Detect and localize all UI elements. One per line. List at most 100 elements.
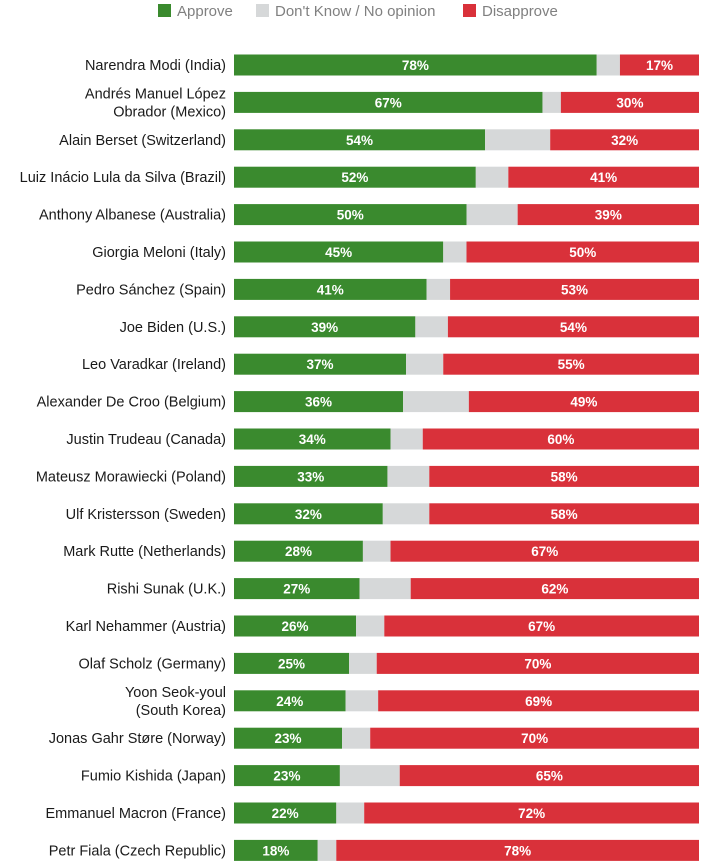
bar-segment-disapprove [443, 353, 699, 375]
data-label-disapprove: 67% [528, 619, 555, 634]
bar-segment-disapprove [364, 802, 699, 824]
data-label-disapprove: 39% [595, 208, 622, 223]
bar-segment-approve [234, 839, 318, 861]
bar-segment-disapprove [399, 765, 699, 787]
bar-segment-approve [234, 802, 337, 824]
bar-segment-don-t-know-no-opinion [342, 727, 371, 749]
data-label-disapprove: 32% [611, 133, 638, 148]
data-label-approve: 37% [307, 357, 334, 372]
data-label-disapprove: 55% [558, 357, 585, 372]
category-label: Olaf Scholz (Germany) [79, 656, 226, 672]
legend-swatch-don-t-know-no-opinion [256, 4, 269, 17]
data-label-disapprove: 72% [518, 806, 545, 821]
category-label: Emmanuel Macron (France) [46, 806, 227, 822]
category-label: Pedro Sánchez (Spain) [76, 282, 226, 298]
bar-segment-don-t-know-no-opinion [349, 652, 377, 674]
data-label-approve: 50% [337, 208, 364, 223]
bar-segment-approve [234, 652, 350, 674]
data-label-disapprove: 49% [570, 395, 597, 410]
data-label-approve: 33% [297, 469, 324, 484]
legend-swatch-approve [158, 4, 171, 17]
bar-segment-disapprove [468, 391, 699, 413]
bar-segment-approve [234, 129, 486, 151]
bar-segment-approve [234, 578, 360, 600]
bar-segment-disapprove [378, 690, 699, 712]
bar-segment-disapprove [466, 241, 699, 263]
data-label-disapprove: 70% [524, 656, 551, 671]
bar-segment-don-t-know-no-opinion [403, 391, 469, 413]
bar-segment-disapprove [560, 91, 699, 113]
category-label: Anthony Albanese (Australia) [39, 208, 226, 224]
bar-segment-don-t-know-no-opinion [345, 690, 379, 712]
category-label: Mark Rutte (Netherlands) [63, 544, 226, 560]
bar-segment-disapprove [517, 204, 699, 226]
category-label: Narendra Modi (India) [85, 58, 226, 74]
category-label: Fumio Kishida (Japan) [81, 769, 226, 785]
data-label-disapprove: 58% [551, 469, 578, 484]
bar-segment-disapprove [508, 166, 699, 188]
category-labels: Narendra Modi (India) Andrés Manuel López… [20, 58, 226, 859]
data-label-approve: 41% [317, 282, 344, 297]
bar-segment-approve [234, 54, 597, 76]
data-label-approve: 26% [282, 619, 309, 634]
data-label-disapprove: 65% [536, 769, 563, 784]
data-label-approve: 52% [341, 170, 368, 185]
bar-segment-don-t-know-no-opinion [415, 316, 448, 338]
category-label: Rishi Sunak (U.K.) [107, 582, 226, 598]
data-label-approve: 54% [346, 133, 373, 148]
data-label-disapprove: 54% [560, 320, 587, 335]
bar-segment-disapprove [422, 428, 699, 450]
bar-segment-don-t-know-no-opinion [359, 578, 411, 600]
category-label: Luiz Inácio Lula da Silva (Brazil) [20, 170, 226, 186]
bar-segment-approve [234, 765, 340, 787]
bar-segment-disapprove [336, 839, 699, 861]
legend-label-disapprove: Disapprove [482, 3, 558, 20]
bar-segment-disapprove [370, 727, 699, 749]
bar-segment-don-t-know-no-opinion [542, 91, 561, 113]
bar-segment-don-t-know-no-opinion [339, 765, 400, 787]
category-label: Leo Varadkar (Ireland) [82, 357, 226, 373]
data-label-approve: 39% [311, 320, 338, 335]
bar-segment-don-t-know-no-opinion [390, 428, 423, 450]
data-label-approve: 24% [276, 694, 303, 709]
category-label: Karl Nehammer (Austria) [66, 619, 226, 635]
category-label: Andrés Manuel López Obrador (Mexico) [85, 86, 226, 120]
bar-segment-don-t-know-no-opinion [443, 241, 467, 263]
bar-segment-approve [234, 690, 346, 712]
category-label: Joe Biden (U.S.) [120, 320, 226, 336]
data-label-approve: 78% [402, 58, 429, 73]
data-label-disapprove: 41% [590, 170, 617, 185]
data-label-disapprove: 53% [561, 282, 588, 297]
bar-segment-approve [234, 278, 427, 300]
data-labels: 78% 17% 67% 30% 54% 32% 52% 41% 50% 39% 45% 50% 41% 5… [262, 58, 673, 858]
bar-segment-approve [234, 204, 467, 226]
data-label-disapprove: 70% [521, 731, 548, 746]
legend: Approve Don't Know / No opinion Disapprove [158, 3, 558, 20]
bar-segment-don-t-know-no-opinion [426, 278, 451, 300]
data-label-approve: 27% [283, 582, 310, 597]
bar-segment-approve [234, 91, 543, 113]
bar-segment-approve [234, 391, 404, 413]
legend-label-don-t-know-no-opinion: Don't Know / No opinion [275, 3, 435, 20]
data-label-disapprove: 67% [531, 544, 558, 559]
data-label-approve: 23% [275, 731, 302, 746]
bar-segment-don-t-know-no-opinion [485, 129, 551, 151]
bar-segment-don-t-know-no-opinion [356, 615, 385, 637]
bar-segment-approve [234, 353, 407, 375]
bar-segment-don-t-know-no-opinion [387, 465, 430, 487]
bar-segment-disapprove [384, 615, 699, 637]
data-label-approve: 36% [305, 395, 332, 410]
bars [234, 54, 699, 861]
bar-segment-disapprove [410, 578, 699, 600]
bar-segment-don-t-know-no-opinion [596, 54, 620, 76]
bar-segment-approve [234, 166, 476, 188]
data-label-approve: 45% [325, 245, 352, 260]
data-label-approve: 67% [375, 95, 402, 110]
bar-segment-disapprove [390, 540, 699, 562]
category-label: Petr Fiala (Czech Republic) [49, 843, 226, 859]
category-label: Mateusz Morawiecki (Poland) [36, 469, 226, 485]
bar-segment-disapprove [429, 503, 699, 525]
bar-segment-don-t-know-no-opinion [406, 353, 444, 375]
legend-swatch-disapprove [463, 4, 476, 17]
